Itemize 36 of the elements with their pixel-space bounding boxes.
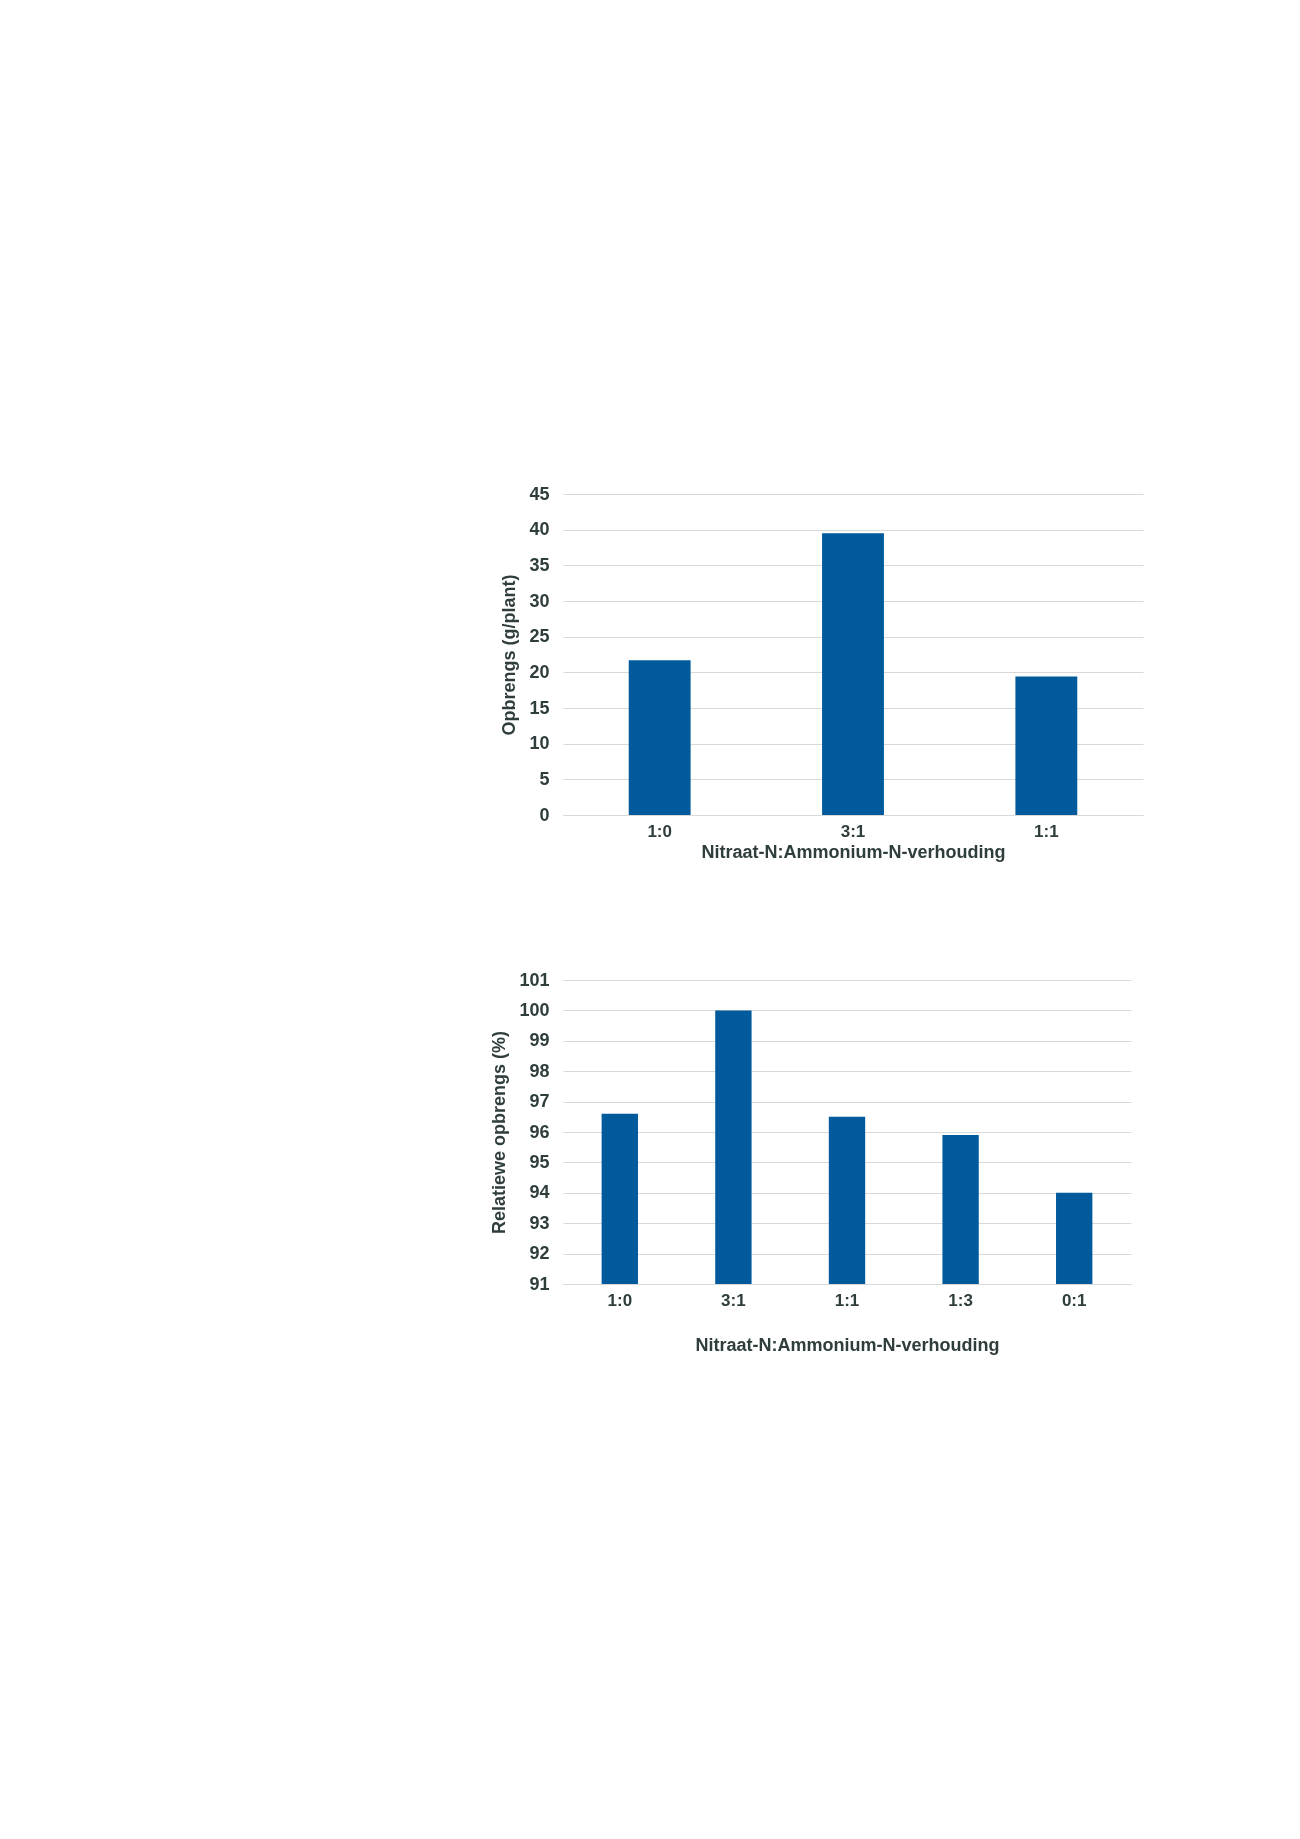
x-tick-label: 3:1	[840, 821, 866, 841]
y-tick-label: 100	[519, 999, 550, 1020]
y-tick-label: 92	[529, 1243, 550, 1264]
y-tick-label: 91	[529, 1273, 550, 1294]
x-tick-label: 1:1	[834, 1290, 860, 1310]
bar	[628, 660, 691, 815]
x-axis-title: Nitraat-N:Ammonium-N-verhouding	[701, 841, 1006, 862]
y-tick-label: 96	[529, 1121, 550, 1142]
y-tick-label: 99	[529, 1030, 550, 1051]
bar	[1015, 676, 1078, 815]
x-axis-title: Nitraat-N:Ammonium-N-verhouding	[695, 1334, 1000, 1355]
x-tick-label: 0:1	[1061, 1290, 1087, 1310]
y-tick-label: 25	[529, 626, 550, 647]
y-tick-label: 97	[529, 1091, 550, 1112]
x-tick-label: 1:0	[607, 1290, 633, 1310]
x-tick-label: 1:3	[948, 1290, 973, 1310]
y-tick-label: 35	[529, 554, 550, 575]
y-tick-label: 30	[529, 590, 550, 611]
y-tick-label: 101	[519, 969, 550, 990]
y-tick-label: 15	[529, 697, 550, 718]
x-tick-label: 1:1	[1034, 821, 1059, 841]
y-tick-label: 5	[539, 768, 550, 789]
bar	[822, 533, 884, 815]
y-tick-label: 95	[529, 1151, 550, 1172]
y-tick-label: 45	[529, 483, 550, 504]
y-axis-title: Opbrengs (g/plant)	[499, 574, 520, 736]
y-tick-label: 40	[529, 519, 550, 540]
y-tick-label: 94	[529, 1182, 550, 1203]
y-tick-label: 10	[529, 733, 550, 754]
y-axis-title: Relatiewe opbrengs (%)	[489, 1030, 510, 1235]
y-tick-label: 20	[529, 661, 550, 682]
y-tick-label: 93	[529, 1212, 550, 1233]
x-tick-label: 1:0	[647, 821, 672, 841]
x-tick-label: 3:1	[721, 1290, 746, 1310]
y-tick-label: 0	[539, 804, 550, 825]
y-tick-label: 98	[529, 1060, 550, 1081]
